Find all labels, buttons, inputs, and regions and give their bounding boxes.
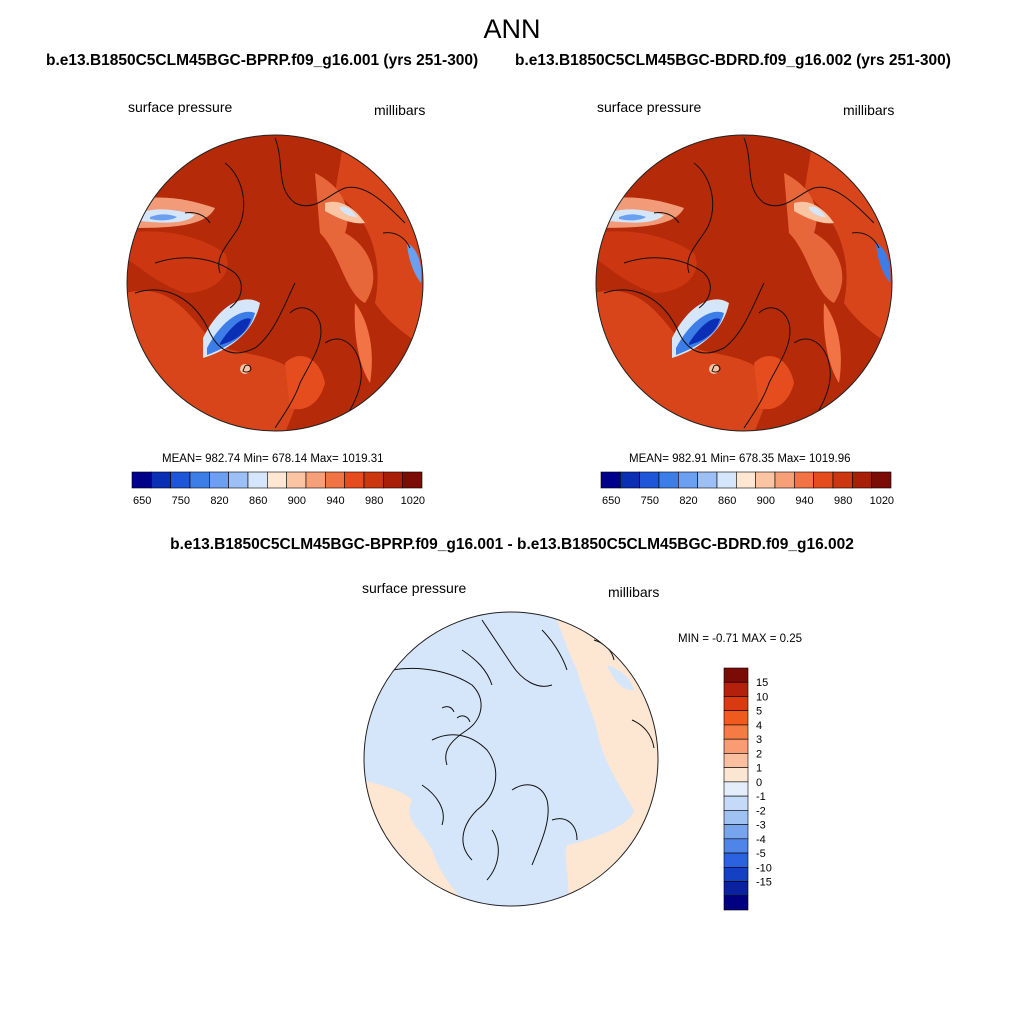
panel1-colorbar-swatch: [305, 471, 326, 489]
difference-colorbar-tick-label: 10: [756, 691, 768, 703]
panel2-colorbar-swatch: [794, 471, 814, 489]
difference-colorbar-tick-label: 0: [756, 777, 762, 789]
difference-colorbar-tick-label: -1: [756, 791, 766, 803]
panel2-stats: MEAN= 982.91 Min= 678.35 Max= 1019.96: [629, 453, 851, 465]
difference-colorbar-tick-label: 15: [756, 677, 768, 689]
difference-colorbar-swatch: [723, 724, 749, 740]
panel2-colorbar-swatch: [600, 471, 621, 489]
panel1-colorbar-swatch: [286, 471, 307, 489]
difference-colorbar-swatch: [723, 696, 749, 712]
difference-colorbar-swatch: [723, 767, 749, 783]
case1-header: b.e13.B1850C5CLM45BGC-BPRP.f09_g16.001 (…: [46, 52, 479, 69]
difference-colorbar-swatch: [723, 866, 749, 882]
panel1-colorbar-swatch: [209, 471, 229, 489]
panel1-colorbar-tick-label: 1020: [401, 495, 425, 507]
difference-colorbar-tick-label: -3: [756, 820, 766, 832]
difference-colorbar-tick-label: -5: [756, 848, 766, 860]
difference-colorbar-tick-label: 5: [756, 706, 762, 718]
diff-min-max: MIN = -0.71 MAX = 0.25: [678, 633, 803, 645]
panel2-colorbar-swatch: [813, 471, 834, 489]
panel1-colorbar-swatch: [170, 471, 191, 489]
panel1-variable-label: surface pressure: [128, 99, 233, 115]
panel1-colorbar: 650 750 820 860 900 940 980 1020: [131, 471, 425, 507]
difference-colorbar-swatch: [723, 667, 749, 683]
difference-colorbar-tick-label: 4: [756, 720, 762, 732]
panel2-colorbar-tick-label: 650: [602, 495, 620, 507]
panel1-colorbar-swatch: [402, 471, 423, 489]
panel1-colorbar-swatch: [325, 471, 345, 489]
panel1-colorbar-tick-label: 940: [326, 495, 344, 507]
diff-units-label: millibars: [608, 584, 660, 600]
panel1-polar-map: [126, 134, 424, 432]
panel1-units-label: millibars: [374, 102, 426, 118]
difference-colorbar-swatch: [723, 795, 749, 811]
panel2-colorbar-tick-label: 750: [641, 495, 659, 507]
panel1-colorbar-swatch: [383, 471, 403, 489]
panel1-colorbar-tick-label: 750: [172, 495, 190, 507]
panel2-colorbar: 650 750 820 860 900 940 980 1020: [600, 471, 894, 507]
panel2-colorbar-swatch: [658, 471, 679, 489]
panel1-colorbar-swatch: [189, 471, 210, 489]
difference-colorbar-swatch: [723, 710, 749, 726]
panel2-variable-label: surface pressure: [597, 99, 702, 115]
case2-header: b.e13.B1850C5CLM45BGC-BDRD.f09_g16.002 (…: [515, 52, 951, 69]
panel2-colorbar-swatch: [832, 471, 853, 489]
difference-colorbar-swatch: [723, 824, 749, 840]
panel2-colorbar-tick-label: 900: [757, 495, 775, 507]
panel2-colorbar-swatch: [678, 471, 698, 489]
panel1-colorbar-tick-label: 820: [210, 495, 228, 507]
difference-colorbar-swatch: [723, 738, 749, 754]
panel1-colorbar-swatch: [247, 471, 268, 489]
difference-colorbar-tick-label: -4: [756, 834, 766, 846]
panel1-colorbar-swatch: [267, 471, 287, 489]
panel1-colorbar-swatch: [363, 471, 384, 489]
difference-colorbar-swatch: [723, 753, 749, 768]
panel1-colorbar-swatch: [228, 471, 249, 489]
difference-colorbar-swatch: [723, 881, 749, 897]
panel2-colorbar-tick-label: 940: [795, 495, 813, 507]
difference-colorbar-tick-label: -2: [756, 805, 766, 817]
panel1-colorbar-swatch: [151, 471, 171, 489]
panel2-colorbar-swatch: [871, 471, 892, 489]
panel1-colorbar-tick-label: 900: [288, 495, 306, 507]
difference-colorbar-swatch: [723, 781, 749, 797]
difference-colorbar-tick-label: 1: [756, 763, 762, 775]
panel2-colorbar-tick-label: 860: [718, 495, 736, 507]
difference-colorbar-tick-label: 3: [756, 734, 762, 746]
difference-colorbar-tick-label: 2: [756, 748, 762, 760]
panel1-colorbar-swatch: [344, 471, 365, 489]
panel2-colorbar-tick-label: 1020: [870, 495, 894, 507]
panel1-colorbar-tick-label: 650: [133, 495, 151, 507]
difference-colorbar-swatch: [723, 895, 749, 911]
difference-colorbar-tick-label: -15: [756, 877, 772, 889]
panel1-stats: MEAN= 982.74 Min= 678.14 Max= 1019.31: [162, 453, 384, 465]
panel2-colorbar-swatch: [774, 471, 795, 489]
panel2-polar-map: [595, 134, 893, 432]
panel2-colorbar-swatch: [852, 471, 872, 489]
diff-variable-label: surface pressure: [362, 580, 467, 596]
difference-colorbar-swatch: [723, 838, 749, 854]
difference-header: b.e13.B1850C5CLM45BGC-BPRP.f09_g16.001 -…: [170, 536, 854, 553]
panel2-colorbar-tick-label: 820: [679, 495, 697, 507]
panel1-colorbar-swatch: [131, 471, 152, 489]
panel2-units-label: millibars: [843, 102, 895, 118]
panel2-colorbar-swatch: [639, 471, 660, 489]
panel2-colorbar-swatch: [620, 471, 640, 489]
difference-colorbar-swatch: [723, 810, 749, 825]
panel2-colorbar-swatch: [716, 471, 737, 489]
panel2-colorbar-tick-label: 980: [834, 495, 852, 507]
difference-colorbar-swatch: [723, 852, 749, 868]
panel2-colorbar-swatch: [736, 471, 756, 489]
difference-colorbar-swatch: [723, 681, 749, 697]
panel2-colorbar-swatch: [697, 471, 718, 489]
plot-title: ANN: [483, 14, 541, 44]
difference-colorbar-tick-label: -10: [756, 862, 772, 874]
difference-polar-map: [363, 611, 659, 907]
panel1-colorbar-tick-label: 860: [249, 495, 267, 507]
panel2-colorbar-swatch: [755, 471, 776, 489]
panel1-colorbar-tick-label: 980: [365, 495, 383, 507]
